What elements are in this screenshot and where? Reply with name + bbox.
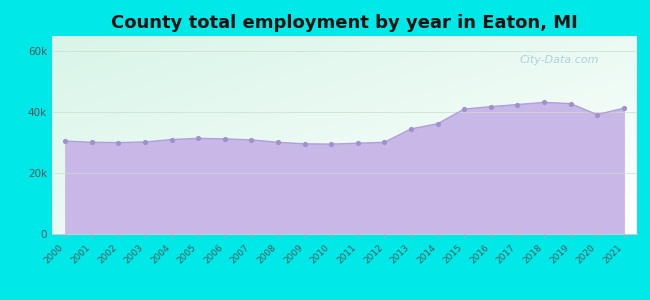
Point bbox=[592, 112, 603, 117]
Point bbox=[459, 107, 469, 112]
Point bbox=[113, 140, 124, 145]
Point bbox=[60, 139, 70, 143]
Point bbox=[539, 100, 549, 105]
Point bbox=[352, 141, 363, 146]
Point bbox=[273, 140, 283, 145]
Point bbox=[406, 127, 416, 131]
Point bbox=[379, 140, 389, 145]
Title: County total employment by year in Eaton, MI: County total employment by year in Eaton… bbox=[111, 14, 578, 32]
Point bbox=[220, 136, 230, 141]
Point bbox=[300, 141, 310, 146]
Point bbox=[486, 104, 496, 109]
Point bbox=[619, 106, 629, 111]
Point bbox=[193, 136, 203, 141]
Point bbox=[512, 102, 523, 107]
Point bbox=[246, 137, 257, 142]
Point bbox=[432, 121, 443, 126]
Point bbox=[140, 140, 150, 144]
Point bbox=[566, 101, 576, 106]
Text: City-Data.com: City-Data.com bbox=[520, 55, 599, 65]
Point bbox=[166, 137, 177, 142]
Point bbox=[86, 140, 97, 145]
Point bbox=[326, 142, 337, 146]
